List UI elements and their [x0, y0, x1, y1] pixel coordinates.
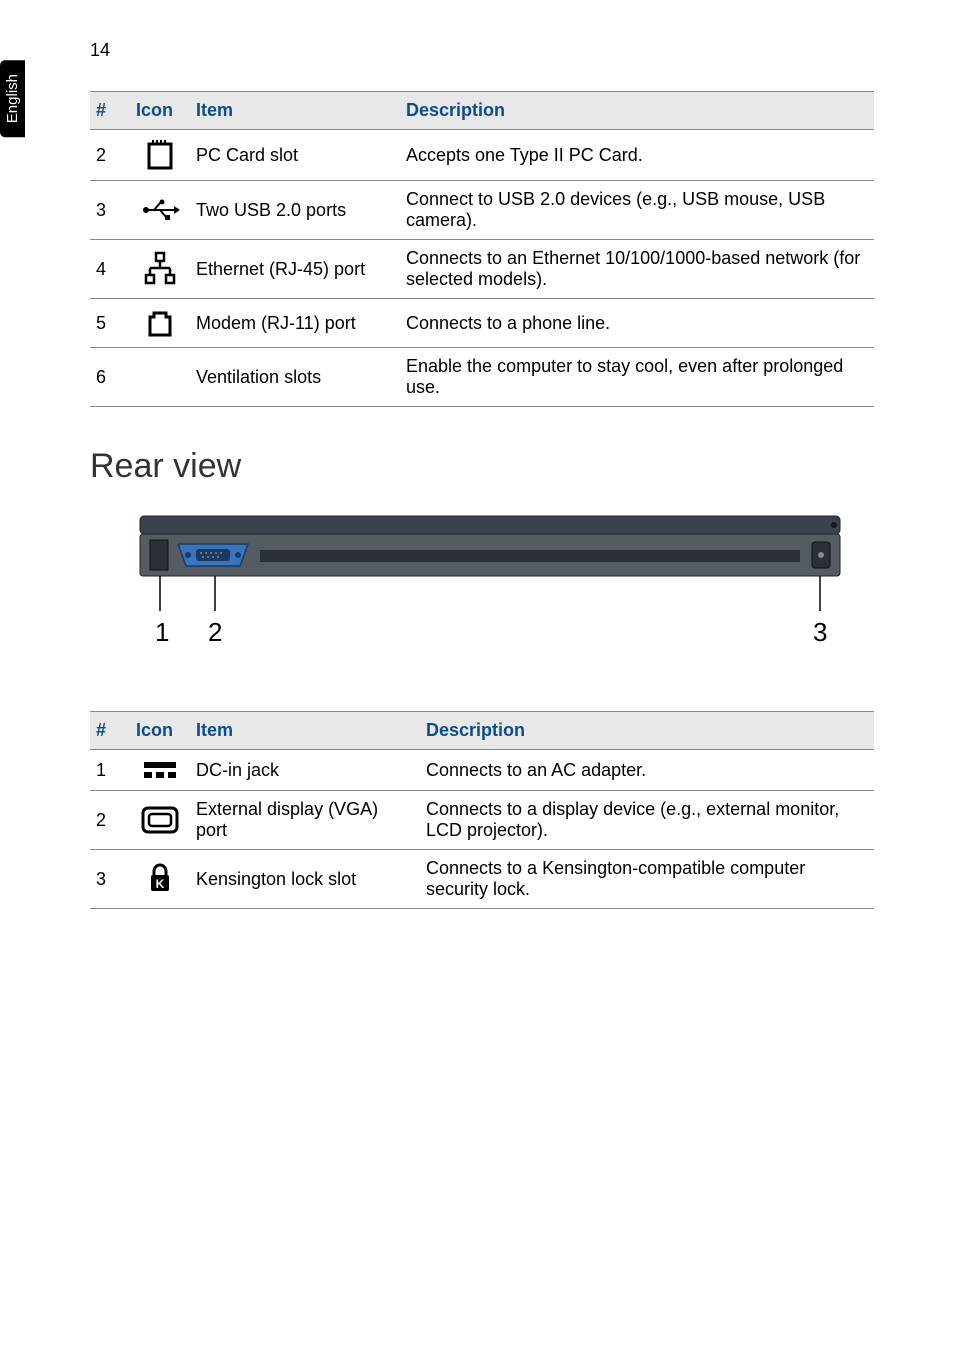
- row-item: Ethernet (RJ-45) port: [190, 240, 400, 299]
- ethernet-icon: [142, 251, 178, 287]
- row-icon-cell: [130, 348, 190, 407]
- header-icon: Icon: [130, 92, 190, 130]
- row-icon-cell: [130, 750, 190, 791]
- row-item: DC-in jack: [190, 750, 420, 791]
- table-header-row: # Icon Item Description: [90, 712, 874, 750]
- header-item: Item: [190, 92, 400, 130]
- row-num: 2: [90, 130, 130, 181]
- row-icon-cell: K: [130, 850, 190, 909]
- row-desc: Connects to an AC adapter.: [420, 750, 874, 791]
- page-number: 14: [90, 40, 894, 61]
- vga-icon: [139, 804, 181, 836]
- language-tab: English: [0, 60, 25, 137]
- row-icon-cell: [130, 240, 190, 299]
- table-row: 3 K Kensington lock slot Connects to a K…: [90, 850, 874, 909]
- ports-table-1: # Icon Item Description 2: [90, 91, 874, 407]
- row-icon-cell: [130, 791, 190, 850]
- rear-view-heading: Rear view: [90, 447, 874, 486]
- row-icon-cell: [130, 181, 190, 240]
- row-desc: Accepts one Type II PC Card.: [400, 130, 874, 181]
- row-item: Modem (RJ-11) port: [190, 299, 400, 348]
- callout-2: 2: [208, 617, 222, 647]
- table-row: 2 PC Card slot Accepts one Type II PC Ca…: [90, 130, 874, 181]
- row-item: PC Card slot: [190, 130, 400, 181]
- page: English 14 # Icon Item Description 2: [0, 0, 954, 949]
- header-icon: Icon: [130, 712, 190, 750]
- table-row: 2 External display (VGA) port Connects t…: [90, 791, 874, 850]
- row-num: 1: [90, 750, 130, 791]
- table-row: 6 Ventilation slots Enable the computer …: [90, 348, 874, 407]
- row-desc: Connects to a phone line.: [400, 299, 874, 348]
- usb-icon: [140, 197, 180, 223]
- row-item: Ventilation slots: [190, 348, 400, 407]
- header-desc: Description: [400, 92, 874, 130]
- row-item: Kensington lock slot: [190, 850, 420, 909]
- row-desc: Connects to an Ethernet 10/100/1000-base…: [400, 240, 874, 299]
- modem-icon: [144, 307, 176, 339]
- callout-3: 3: [813, 617, 827, 647]
- row-num: 6: [90, 348, 130, 407]
- content-area: # Icon Item Description 2: [90, 91, 874, 909]
- row-desc: Connects to a display device (e.g., exte…: [420, 791, 874, 850]
- ports-table-2: # Icon Item Description 1: [90, 711, 874, 909]
- header-item: Item: [190, 712, 420, 750]
- dc-in-icon: [140, 758, 180, 782]
- rear-view-diagram: 1 2 3: [120, 506, 874, 671]
- table-row: 4 Ethernet (RJ-45) port Con: [90, 240, 874, 299]
- row-num: 2: [90, 791, 130, 850]
- row-desc: Enable the computer to stay cool, even a…: [400, 348, 874, 407]
- row-num: 5: [90, 299, 130, 348]
- row-item: Two USB 2.0 ports: [190, 181, 400, 240]
- table-header-row: # Icon Item Description: [90, 92, 874, 130]
- table-row: 5 Modem (RJ-11) port Connects to a phone…: [90, 299, 874, 348]
- row-num: 4: [90, 240, 130, 299]
- table-row: 3 Two USB 2.0 ports Connect: [90, 181, 874, 240]
- header-desc: Description: [420, 712, 874, 750]
- row-desc: Connects to a Kensington-compatible comp…: [420, 850, 874, 909]
- header-num: #: [90, 92, 130, 130]
- svg-text:K: K: [156, 877, 165, 891]
- row-desc: Connect to USB 2.0 devices (e.g., USB mo…: [400, 181, 874, 240]
- row-num: 3: [90, 181, 130, 240]
- table-row: 1 DC-in jack Connects to an AC adapter.: [90, 750, 874, 791]
- row-icon-cell: [130, 130, 190, 181]
- kensington-lock-icon: K: [146, 863, 174, 895]
- row-num: 3: [90, 850, 130, 909]
- callout-1: 1: [155, 617, 169, 647]
- row-item: External display (VGA) port: [190, 791, 420, 850]
- header-num: #: [90, 712, 130, 750]
- row-icon-cell: [130, 299, 190, 348]
- pc-card-icon: [143, 138, 177, 172]
